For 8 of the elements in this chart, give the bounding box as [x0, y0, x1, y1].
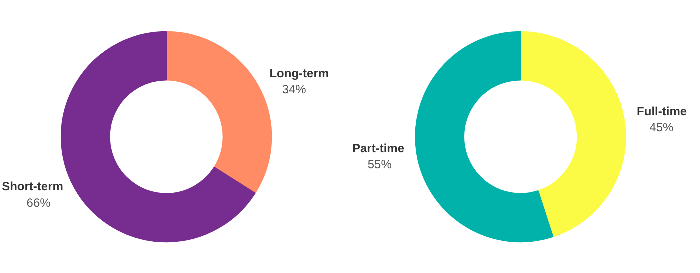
- data-label: 55%: [368, 157, 392, 172]
- slice-label: Part-time: [352, 141, 405, 156]
- slice-label: Long-term: [270, 66, 330, 80]
- data-label: 34%: [282, 82, 307, 96]
- data-label: 45%: [650, 120, 674, 135]
- slice-label: Short-term: [2, 180, 64, 194]
- data-label: 66%: [26, 196, 52, 210]
- slice-label: Full-time: [637, 104, 688, 119]
